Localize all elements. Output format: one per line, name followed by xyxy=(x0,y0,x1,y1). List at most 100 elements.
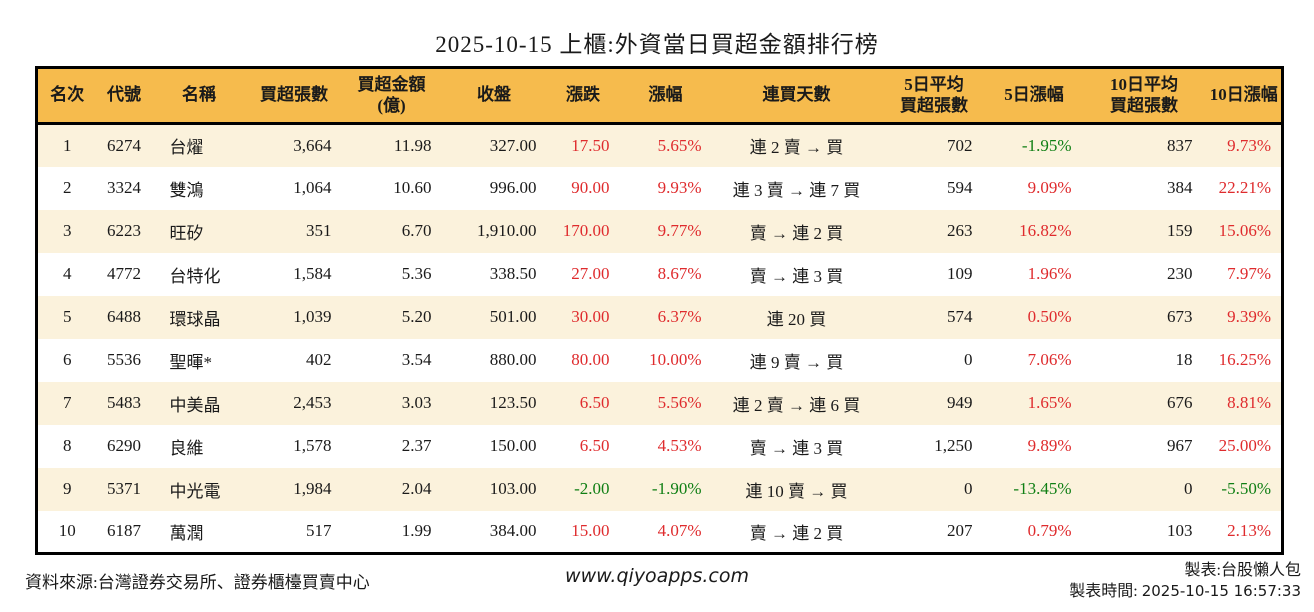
cell-code: 4772 xyxy=(107,264,141,283)
cell-d5_pct: 0.79% xyxy=(1027,521,1072,541)
cell-d5_pct: -1.95% xyxy=(1021,135,1072,155)
table-row: 1 6274 台燿 3,664 11.98 327.00 17.50 5.65% 連 2 賣 →… xyxy=(36,123,1283,167)
made-time-label: 製表時間: xyxy=(1069,583,1138,600)
cell-close: 996.00 xyxy=(489,178,537,197)
col-header-code: 代號 xyxy=(96,67,152,125)
cell-buy_vol: 2,453 xyxy=(293,393,332,412)
cell-streak: 連 3 賣 → 連 7 買 xyxy=(732,180,861,200)
cell-d5_avg_vol: 207 xyxy=(947,521,973,541)
cell-d5_avg_vol: 263 xyxy=(947,221,973,240)
cell-rank: 9 xyxy=(63,479,72,498)
cell-change: 30.00 xyxy=(571,307,610,326)
cell-d5_avg_vol: 1,250 xyxy=(934,436,973,455)
cell-d5_pct: 16.82% xyxy=(1019,221,1072,240)
cell-streak: 連 9 賣 → 買 xyxy=(749,352,844,372)
cell-d10_pct: -5.50% xyxy=(1221,479,1271,498)
cell-code: 3324 xyxy=(107,178,141,197)
cell-code: 6187 xyxy=(107,521,141,541)
cell-buy_amt: 2.04 xyxy=(401,479,432,498)
cell-buy_vol: 1,578 xyxy=(293,436,332,455)
cell-code: 6290 xyxy=(107,436,141,455)
cell-change: 15.00 xyxy=(571,521,610,541)
cell-buy_amt: 2.37 xyxy=(401,436,432,455)
cell-rank: 1 xyxy=(63,135,72,155)
cell-d5_pct: -13.45% xyxy=(1013,479,1072,498)
cell-buy_vol: 517 xyxy=(306,521,332,541)
cell-rank: 3 xyxy=(63,221,72,240)
cell-name: 萬潤 xyxy=(169,523,204,543)
cell-name: 環球晶 xyxy=(169,309,221,329)
cell-rank: 2 xyxy=(63,178,72,197)
cell-change_pct: -1.90% xyxy=(651,479,702,498)
table-body: 1 6274 台燿 3,664 11.98 327.00 17.50 5.65% 連 2 賣 →… xyxy=(36,123,1283,554)
cell-d10_pct: 8.81% xyxy=(1227,393,1271,412)
cell-d5_avg_vol: 949 xyxy=(947,393,973,412)
cell-rank: 7 xyxy=(63,393,72,412)
cell-d10_avg_vol: 967 xyxy=(1167,436,1193,455)
cell-name: 台特化 xyxy=(169,266,221,286)
cell-close: 501.00 xyxy=(489,307,537,326)
cell-name: 聖暉* xyxy=(169,352,213,372)
cell-code: 6274 xyxy=(107,135,141,155)
cell-code: 5371 xyxy=(107,479,141,498)
cell-name: 雙鴻 xyxy=(169,180,204,200)
credit-block: 製表:台股懶人包 製表時間: 2025-10-15 16:57:33 xyxy=(1069,560,1301,602)
cell-d5_pct: 1.96% xyxy=(1027,264,1072,283)
cell-name: 良維 xyxy=(169,438,204,458)
cell-buy_vol: 3,664 xyxy=(293,135,332,155)
cell-d10_pct: 15.06% xyxy=(1218,221,1271,240)
cell-d5_pct: 9.09% xyxy=(1027,178,1072,197)
cell-name: 中美晶 xyxy=(169,395,221,415)
cell-change_pct: 4.07% xyxy=(657,521,702,541)
col-header-d10_pct: 10日漲幅 xyxy=(1206,67,1283,125)
cell-close: 880.00 xyxy=(489,350,537,369)
cell-code: 5483 xyxy=(107,393,141,412)
made-time-value: 2025-10-15 16:57:33 xyxy=(1141,582,1301,600)
cell-d10_pct: 16.25% xyxy=(1218,350,1271,369)
cell-streak: 連 2 賣 → 買 xyxy=(749,138,844,158)
cell-d5_avg_vol: 574 xyxy=(947,307,973,326)
cell-streak: 賣 → 連 3 買 xyxy=(749,438,844,458)
cell-d5_avg_vol: 0 xyxy=(964,479,973,498)
cell-d5_avg_vol: 0 xyxy=(964,350,973,369)
col-header-d10_avg_vol: 10日平均 買超張數 xyxy=(1081,67,1207,125)
cell-d10_avg_vol: 230 xyxy=(1167,264,1193,283)
cell-d5_pct: 7.06% xyxy=(1027,350,1072,369)
cell-d10_avg_vol: 673 xyxy=(1167,307,1193,326)
cell-buy_amt: 10.60 xyxy=(393,178,432,197)
cell-close: 1,910.00 xyxy=(477,221,537,240)
cell-code: 6223 xyxy=(107,221,141,240)
cell-close: 338.50 xyxy=(489,264,537,283)
col-header-change_pct: 漲幅 xyxy=(619,67,712,125)
cell-streak: 賣 → 連 2 買 xyxy=(749,523,844,543)
cell-close: 150.00 xyxy=(489,436,537,455)
cell-buy_vol: 402 xyxy=(306,350,332,369)
cell-d5_avg_vol: 594 xyxy=(947,178,973,197)
cell-d10_avg_vol: 676 xyxy=(1167,393,1193,412)
cell-d10_pct: 25.00% xyxy=(1218,436,1271,455)
cell-rank: 6 xyxy=(63,350,72,369)
cell-change_pct: 9.77% xyxy=(657,221,702,240)
table-row: 2 3324 雙鴻 1,064 10.60 996.00 90.00 9.93% 連 3 賣 →… xyxy=(36,166,1283,210)
cell-d5_pct: 1.65% xyxy=(1027,393,1072,412)
cell-streak: 賣 → 連 3 買 xyxy=(749,266,844,286)
cell-d10_avg_vol: 837 xyxy=(1167,135,1193,155)
cell-name: 中光電 xyxy=(169,481,221,501)
cell-change_pct: 5.65% xyxy=(657,135,702,155)
cell-buy_vol: 1,984 xyxy=(293,479,332,498)
cell-buy_amt: 1.99 xyxy=(401,521,432,541)
cell-buy_amt: 5.36 xyxy=(401,264,432,283)
table-row: 4 4772 台特化 1,584 5.36 338.50 27.00 8.67% 賣 → 連 3… xyxy=(36,252,1283,296)
cell-rank: 8 xyxy=(63,436,72,455)
cell-name: 旺矽 xyxy=(169,223,204,243)
cell-change: 27.00 xyxy=(571,264,610,283)
table-row: 6 5536 聖暉* 402 3.54 880.00 80.00 10.00% 連 9 賣 → … xyxy=(36,338,1283,382)
cell-close: 327.00 xyxy=(489,135,537,155)
maker-note: 製表:台股懶人包 xyxy=(1184,562,1301,579)
cell-d10_pct: 9.39% xyxy=(1227,307,1271,326)
cell-close: 103.00 xyxy=(489,479,537,498)
cell-d5_pct: 0.50% xyxy=(1027,307,1072,326)
cell-d10_pct: 2.13% xyxy=(1227,521,1271,541)
cell-d10_avg_vol: 0 xyxy=(1184,479,1193,498)
cell-d5_avg_vol: 109 xyxy=(947,264,973,283)
